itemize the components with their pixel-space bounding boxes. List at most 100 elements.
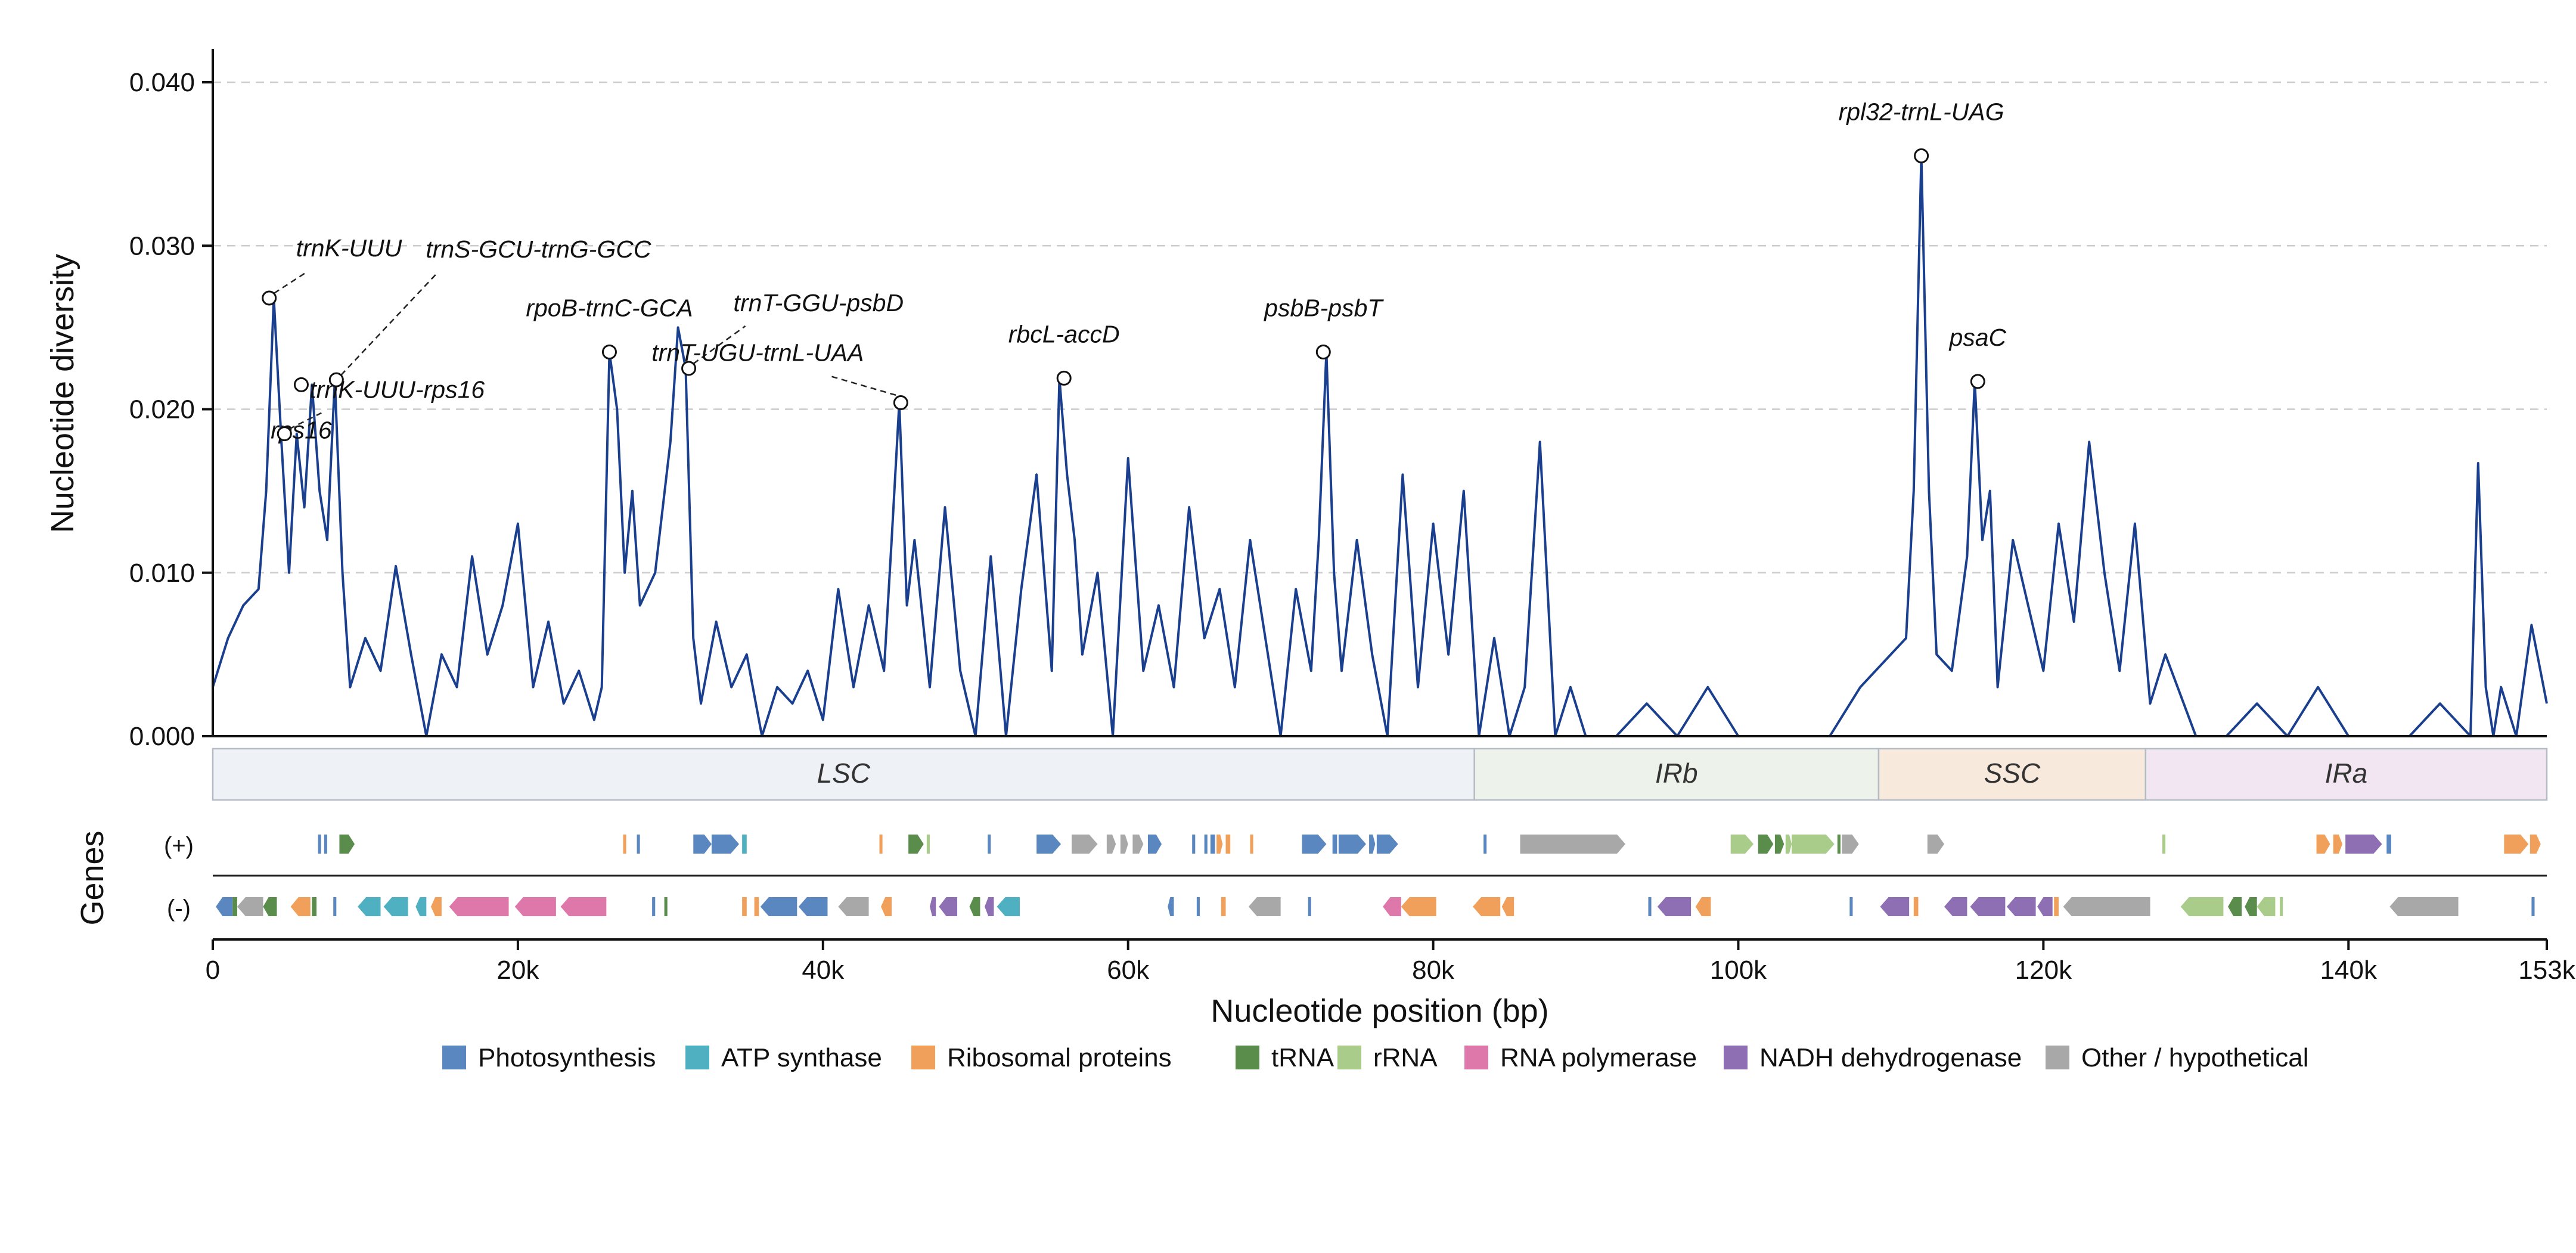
peak-marker xyxy=(601,345,617,360)
region-label: SSC xyxy=(1984,758,2041,789)
gene-block xyxy=(985,897,994,916)
gene-block xyxy=(1774,835,1784,854)
gene-block xyxy=(754,897,759,916)
x-tick-label: 80k xyxy=(1412,956,1455,985)
gene-block xyxy=(1196,897,1200,916)
gene-block xyxy=(324,835,327,854)
gene-block xyxy=(1520,835,1626,854)
gene-block xyxy=(339,835,355,854)
diversity-line xyxy=(212,154,2548,737)
gene-block xyxy=(760,897,797,916)
peak-marker xyxy=(1056,370,1072,386)
peak-marker xyxy=(893,395,908,411)
region-label: LSC xyxy=(817,758,871,789)
axes xyxy=(212,49,2547,737)
gene-block xyxy=(969,897,980,916)
peak-label: trnT-UGU-trnL-UAA xyxy=(651,339,864,367)
gene-block xyxy=(997,897,1020,916)
gene-block xyxy=(1695,897,1711,916)
gene-block xyxy=(1376,835,1398,854)
peak-marker xyxy=(1970,374,1985,389)
region-label: IRb xyxy=(1655,758,1698,789)
region-ssc xyxy=(1877,748,2147,801)
gene-block xyxy=(1913,897,1919,916)
peak-label: trnT-GGU-psbD xyxy=(734,289,904,317)
genes-label: Genes xyxy=(75,830,110,925)
legend-label: NADH dehydrogenase xyxy=(1759,1043,2022,1072)
gene-block xyxy=(2006,897,2036,916)
gene-block xyxy=(1120,835,1128,854)
gene-block xyxy=(1927,835,1945,854)
gene-block xyxy=(879,835,883,854)
gene-block xyxy=(1473,897,1501,916)
gene-block xyxy=(237,897,263,916)
legend-swatch xyxy=(685,1046,709,1069)
x-tick-label: 40k xyxy=(802,956,845,985)
strand-plus-label: (+) xyxy=(164,833,194,859)
gene-block xyxy=(1216,835,1223,854)
gene-block xyxy=(988,835,991,854)
gene-block xyxy=(742,897,747,916)
x-tick-label: 60k xyxy=(1107,956,1150,985)
gene-block xyxy=(1792,835,1835,854)
gene-block xyxy=(1837,835,1841,854)
gene-block xyxy=(798,897,828,916)
gene-block xyxy=(1192,835,1196,854)
gene-block xyxy=(1880,897,1910,916)
peak-label: rpl32-trnL-UAG xyxy=(1839,98,2004,125)
gene-block xyxy=(1785,835,1792,854)
gene-tracks xyxy=(216,835,2541,916)
peak-marker xyxy=(1914,148,1929,163)
gene-block xyxy=(312,897,317,916)
legend-label: ATP synthase xyxy=(721,1043,882,1072)
gene-block xyxy=(431,897,442,916)
legend-swatch xyxy=(1464,1046,1488,1069)
gene-block xyxy=(1248,897,1281,916)
gene-block xyxy=(2228,897,2242,916)
gene-block xyxy=(2386,835,2391,854)
peak-label: rpoB-trnC-GCA xyxy=(526,294,693,322)
gene-block xyxy=(939,897,958,916)
gene-block xyxy=(1168,897,1174,916)
peak-marker xyxy=(293,377,309,392)
gene-block xyxy=(2509,835,2529,854)
peak-annotations: trnK-UUUrps16trnK-UUU-rps16trnS-GCU-trnG… xyxy=(262,98,2007,443)
legend-swatch xyxy=(1337,1046,1361,1069)
gene-block xyxy=(1483,835,1487,854)
x-tick-label: 120k xyxy=(2015,956,2072,985)
y-tick-label: 0.040 xyxy=(129,68,195,97)
gene-block xyxy=(926,835,930,854)
annotation-leader xyxy=(340,272,439,376)
gene-block xyxy=(358,897,381,916)
peak-marker xyxy=(328,372,344,387)
gene-block xyxy=(838,897,869,916)
annotation-leader xyxy=(693,325,746,364)
gene-block xyxy=(263,897,277,916)
gene-block xyxy=(449,897,509,916)
gene-block xyxy=(1106,835,1116,854)
gene-block xyxy=(2162,835,2166,854)
legend: Photosynthesis ATP synthase Ribosomal prot… xyxy=(442,1043,2309,1072)
x-tick-label: 153k xyxy=(2518,956,2575,985)
gene-block xyxy=(1842,835,1859,854)
y-ticks: 0.000 0.010 0.020 0.030 0.040 xyxy=(129,68,213,751)
gene-block xyxy=(318,835,321,854)
peak-label: trnS-GCU-trnG-GCC xyxy=(426,235,651,263)
legend-swatch xyxy=(442,1046,466,1069)
gene-block xyxy=(1648,897,1652,916)
gene-block xyxy=(693,835,712,854)
gene-block xyxy=(1501,897,1514,916)
peak-label: psbB-psbT xyxy=(1263,294,1384,322)
region-irb xyxy=(1473,748,1880,801)
gene-block xyxy=(1758,835,1774,854)
region-label: IRa xyxy=(2325,758,2368,789)
legend-label: Other / hypothetical xyxy=(2081,1043,2309,1072)
gene-block xyxy=(2037,897,2053,916)
annotation-leader xyxy=(274,270,309,294)
region-lsc xyxy=(212,748,1475,801)
gene-block xyxy=(2180,897,2224,916)
gene-block xyxy=(1147,835,1162,854)
gene-block xyxy=(333,897,337,916)
gene-block xyxy=(1970,897,2006,916)
gene-block xyxy=(652,897,656,916)
